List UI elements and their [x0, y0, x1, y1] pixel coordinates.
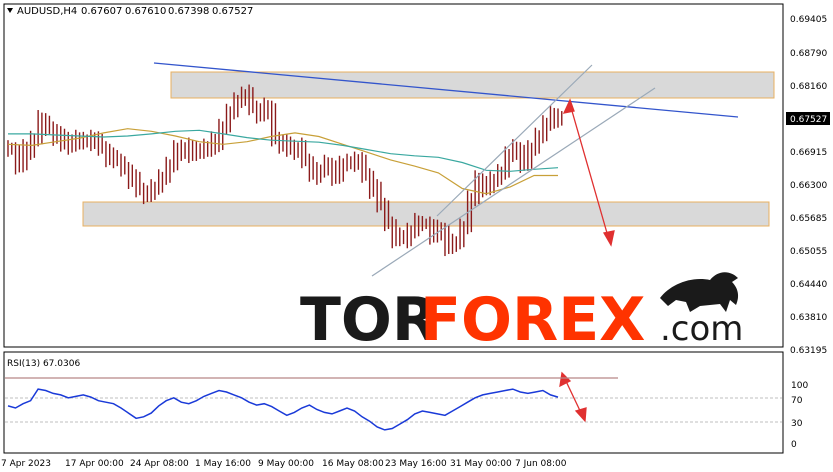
moving-average-slow: [8, 129, 559, 172]
price-tick: 0.64440: [790, 280, 827, 290]
time-tick: 17 Apr 00:00: [65, 459, 124, 469]
time-tick: 16 May 08:00: [322, 459, 384, 469]
rsi-tick: 100: [791, 381, 808, 391]
price-tick: 0.69405: [790, 15, 827, 25]
torforex-logo: TOR FOREX .com: [300, 272, 743, 355]
rsi-tick: 0: [791, 440, 797, 450]
rsi-label: RSI(13) 67.0306: [7, 359, 80, 369]
price-tick: 0.65685: [790, 214, 827, 224]
logo-text-tor: TOR: [300, 285, 438, 355]
time-tick: 9 May 00:00: [258, 459, 314, 469]
resistance-zone: [170, 71, 775, 99]
ohlc-low: 0.67398: [168, 6, 209, 17]
time-tick: 24 Apr 08:00: [130, 459, 189, 469]
price-axis: 0.69405 0.68790 0.68160 0.66915 0.66300 …: [790, 15, 827, 356]
price-tick: 0.68160: [790, 82, 827, 92]
collapse-triangle-icon[interactable]: [7, 8, 13, 13]
rsi-tick: 70: [791, 396, 803, 406]
forecast-arrow-rsi: [559, 371, 587, 423]
moving-average-fast: [7, 128, 558, 195]
forecast-arrow-main: [562, 98, 615, 247]
time-tick: 1 May 16:00: [195, 459, 251, 469]
channel-lower-line: [371, 87, 656, 277]
price-tick: 0.68790: [790, 49, 827, 59]
chart-symbol: AUDUSD,H4: [17, 6, 77, 17]
current-price-marker: [786, 112, 830, 125]
time-axis: 7 Apr 2023 17 Apr 00:00 24 Apr 08:00 1 M…: [1, 459, 567, 469]
price-tick: 0.63195: [790, 346, 827, 356]
time-tick: 7 Apr 2023: [1, 459, 51, 469]
logo-text-com: .com: [660, 309, 743, 349]
ohlc-close: 0.67527: [212, 6, 253, 17]
main-chart-panel: [3, 3, 784, 348]
descending-trendline: [153, 62, 739, 118]
current-price-label: 0.67527: [790, 115, 827, 125]
rsi-panel: [3, 351, 784, 454]
logo-text-forex: FOREX: [420, 285, 645, 355]
rsi-line: [7, 388, 559, 431]
time-tick: 23 May 16:00: [385, 459, 447, 469]
price-tick: 0.66300: [790, 181, 827, 191]
time-tick: 7 Jun 08:00: [515, 459, 567, 469]
rsi-axis: 100 70 30 0: [791, 381, 808, 450]
price-tick: 0.65055: [790, 247, 827, 257]
rsi-tick: 30: [791, 419, 803, 429]
price-tick: 0.66915: [790, 148, 827, 158]
bull-icon: [660, 272, 739, 312]
ohlc-open: 0.67607: [81, 6, 122, 17]
channel-upper-line: [436, 64, 593, 217]
time-tick: 31 May 00:00: [450, 459, 512, 469]
ohlc-high: 0.67610: [125, 6, 166, 17]
price-tick: 0.63810: [790, 313, 827, 323]
